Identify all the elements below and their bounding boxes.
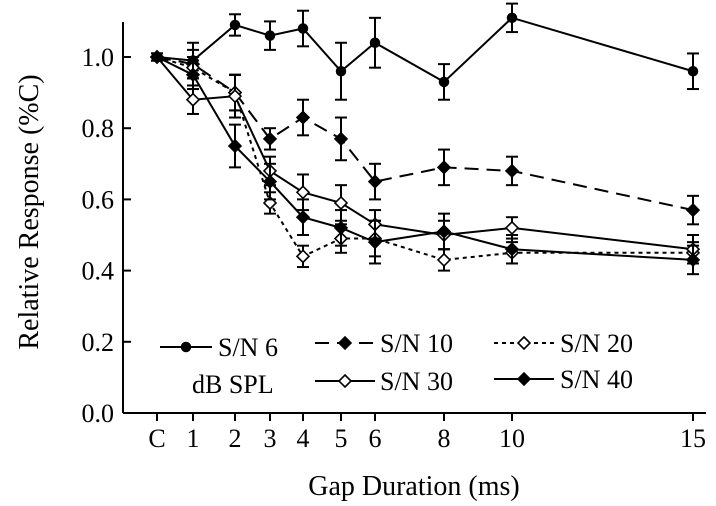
x-tick-label: 10 (499, 424, 525, 453)
series-line (156, 56, 693, 261)
data-point (333, 195, 349, 211)
x-tick-label: 1 (187, 424, 200, 453)
x-axis-label: Gap Duration (ms) (308, 471, 520, 502)
y-axis-label: Relative Response (%C) (14, 74, 45, 349)
series-line (156, 16, 694, 84)
y-tick-label: 0.8 (82, 114, 115, 143)
data-point (369, 37, 381, 49)
y-tick-label: 0.2 (82, 328, 115, 357)
data-point (295, 185, 311, 200)
legend-label: S/N 30 (380, 367, 453, 396)
series-3 (149, 49, 701, 272)
series-4 (149, 49, 701, 265)
legend-marker (516, 371, 532, 387)
data-point (227, 89, 243, 104)
series-line (156, 56, 694, 212)
data-point (333, 131, 349, 147)
data-point (185, 92, 201, 107)
legend-note: dB SPL (192, 370, 274, 399)
legend-marker (337, 373, 353, 389)
legend-item: S/N 30 (315, 367, 453, 396)
x-tick-label: 4 (297, 424, 310, 453)
data-point (367, 174, 383, 189)
y-tick-label: 0.6 (82, 185, 115, 214)
data-point (506, 12, 518, 24)
series-5 (149, 49, 701, 276)
data-point (504, 220, 520, 236)
series-1 (151, 2, 699, 101)
data-point (438, 76, 450, 88)
data-point (367, 234, 383, 250)
y-tick-label: 0.4 (82, 257, 115, 286)
series-line (156, 56, 694, 261)
x-tick-label: 15 (680, 424, 706, 453)
data-point (295, 249, 311, 264)
x-tick-label: 3 (264, 424, 277, 453)
series-2 (149, 48, 701, 226)
legend-item: S/N 10 (315, 329, 453, 358)
data-point (687, 65, 699, 77)
legend-label: S/N 6 (218, 333, 278, 362)
data-point (227, 138, 243, 154)
data-point (504, 242, 520, 257)
legend-label: S/N 20 (560, 329, 633, 358)
data-point (295, 210, 311, 225)
legend-item: S/N 20 (494, 329, 633, 358)
legend-item: S/N 40 (494, 365, 633, 394)
legend-item: S/N 6 (160, 333, 278, 362)
data-point (335, 65, 347, 77)
legend-marker (180, 341, 192, 353)
x-tick-label: 8 (438, 424, 451, 453)
legend-label: S/N 10 (380, 329, 453, 358)
data-point (262, 174, 278, 189)
legend-marker (337, 335, 353, 351)
x-tick-label: 6 (369, 424, 382, 453)
data-point (185, 67, 201, 82)
series-line (156, 56, 694, 251)
plot-area (149, 2, 701, 276)
legend: S/N 6 S/N 10 S/N 20 S/N 30 S/N 40 (160, 329, 633, 396)
data-point (436, 160, 452, 175)
y-tick-label: 1.0 (82, 43, 115, 72)
data-point (149, 49, 165, 65)
data-point (229, 19, 241, 31)
legend-label: S/N 40 (560, 365, 633, 394)
data-point (685, 252, 701, 268)
data-point (436, 224, 452, 239)
data-point (436, 252, 452, 268)
x-tick-label: 2 (229, 424, 242, 453)
data-point (333, 220, 349, 236)
data-point (504, 163, 520, 179)
data-point (685, 202, 701, 218)
legend-marker (516, 335, 532, 351)
data-point (264, 30, 276, 41)
x-tick-label: C (148, 424, 165, 453)
y-tick-label: 0.0 (82, 399, 115, 428)
ticks: 0.0 0.2 0.4 0.6 0.8 1.0 C 1 2 3 4 5 6 8 10 15 (82, 43, 707, 453)
x-tick-label: 5 (335, 424, 348, 453)
data-point (295, 110, 311, 125)
data-point (262, 131, 278, 147)
data-point (297, 23, 309, 34)
axes (122, 22, 706, 414)
